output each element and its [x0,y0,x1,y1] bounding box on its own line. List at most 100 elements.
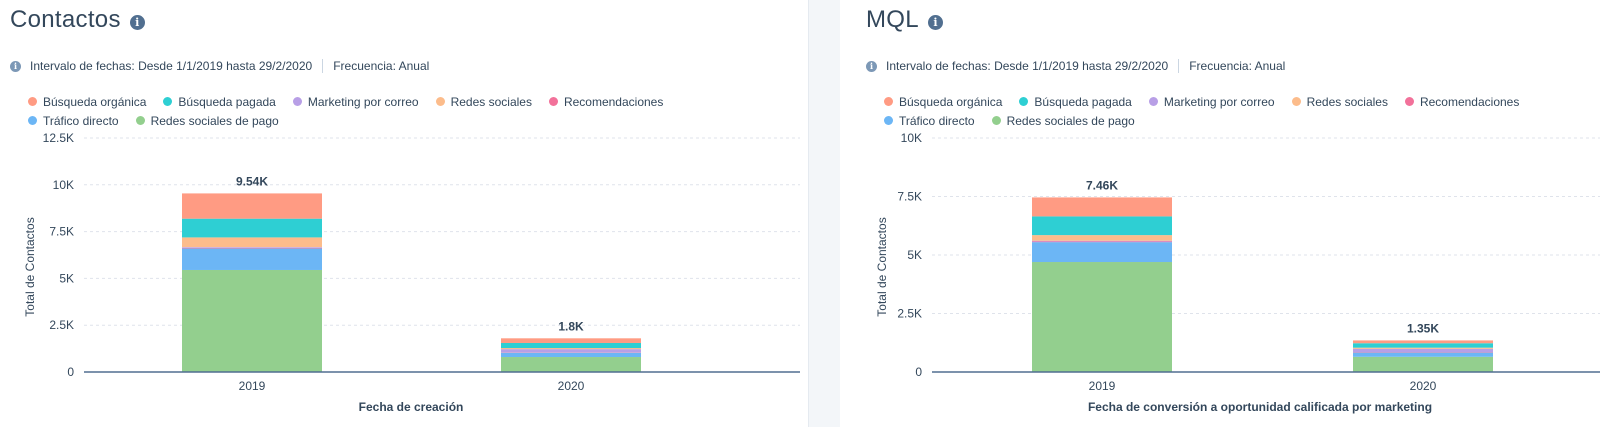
legend-item[interactable]: Búsqueda pagada [1019,94,1132,109]
y-tick-label: 5K [907,248,922,262]
legend-item[interactable]: Recomendaciones [548,94,664,109]
x-tick-label: 2020 [558,379,585,393]
legend-swatch [435,97,445,106]
x-tick-label: 2019 [239,379,266,393]
legend-row: Búsqueda orgánica Búsqueda pagada Marketin… [28,92,728,111]
legend-label: Redes sociales [450,94,532,109]
legend-label: Marketing por correo [1163,94,1275,109]
legend-swatch [1148,97,1158,106]
bar-segment [182,247,322,248]
legend-item[interactable]: Búsqueda pagada [163,94,276,109]
chart-legend: Búsqueda orgánica Búsqueda pagada Marketin… [28,92,728,130]
legend-label: Búsqueda orgánica [899,94,1003,109]
legend-swatch [884,116,893,125]
legend-label: Tráfico directo [43,113,119,128]
report-title: Contactos [10,6,121,33]
mql-report-panel: MQL i i Intervalo de fechas: Desde 1/1/2… [840,0,1600,427]
bar-total-label: 9.54K [236,174,268,188]
x-tick-label: 2020 [1410,379,1437,393]
legend-swatch [884,97,893,106]
legend-item[interactable]: Tráfico directo [28,114,119,128]
bar-segment [182,269,322,372]
y-tick-label: 0 [67,365,74,379]
legend-swatch [991,116,1001,125]
legend-item[interactable]: Recomendaciones [1404,94,1520,109]
legend-swatch [1019,97,1029,106]
bar-total-label: 1.35K [1407,321,1439,335]
legend-item[interactable]: Redes sociales de pago [991,113,1135,128]
bar-segment [501,348,641,350]
bar-segment [1032,235,1172,241]
bar-segment [1032,241,1172,243]
legend-item[interactable]: Tráfico directo [884,114,975,128]
bar-segment [182,218,322,238]
y-tick-label: 2.5K [897,307,922,321]
legend-label: Redes sociales de pago [1006,113,1135,128]
legend-item[interactable]: Redes sociales [1291,95,1388,109]
panel-divider [808,0,840,427]
bar-total-label: 1.8K [558,319,584,333]
info-icon[interactable]: i [10,60,21,72]
bar-segment [1353,343,1493,348]
bar-segment [1353,340,1493,344]
bar-segment [1032,240,1172,242]
x-axis-label: Fecha de creación [359,400,464,414]
bar-segment [501,342,641,349]
info-icon[interactable]: i [866,60,877,72]
y-tick-label: 5K [59,271,74,285]
legend-label: Búsqueda pagada [178,94,276,109]
legend-swatch [28,116,37,125]
legend-item[interactable]: Redes sociales [435,94,532,109]
stacked-bar-chart: 0 2.5K 5K 7.5K 10K 12.5K 9.54K 2019 1.8K 2020 Fech… [23,131,800,414]
bar-segment [1353,352,1493,357]
bar-segment [501,352,641,358]
report-meta: i Intervalo de fechas: Desde 1/1/2019 ha… [10,59,429,73]
y-tick-label: 10K [53,178,74,192]
bar-segment [1353,356,1493,372]
report-header: Contactos i [10,6,145,34]
chart-legend: Búsqueda orgánica Búsqueda pagada Marketin… [884,92,1584,130]
legend-row: Tráfico directo Redes sociales de pago [28,111,728,130]
contactos-report-panel: Contactos i i Intervalo de fechas: Desde… [10,6,800,414]
y-tick-label: 0 [915,365,922,379]
report-meta: i Intervalo de fechas: Desde 1/1/2019 ha… [866,59,1285,73]
bar-segment [182,248,322,270]
legend-row: Tráfico directo Redes sociales de pago [884,111,1584,130]
legend-swatch [163,97,173,106]
bar-segment [182,193,322,219]
legend-label: Recomendaciones [563,94,664,109]
meta-divider [1178,59,1180,73]
legend-swatch [292,97,302,106]
bar-segment [1032,262,1172,372]
legend-swatch [1291,97,1301,106]
bar-segment [1353,348,1493,353]
x-axis-label: Fecha de conversión a oportunidad califi… [1088,400,1432,414]
y-axis-label: Total de Contactos [23,217,37,316]
report-header: MQL i [866,6,943,34]
legend-label: Búsqueda orgánica [43,94,147,109]
bar-segment [501,349,641,353]
legend-item[interactable]: Búsqueda orgánica [28,95,146,109]
legend-label: Recomendaciones [1419,94,1520,109]
info-icon[interactable]: i [927,14,943,30]
legend-item[interactable]: Marketing por correo [292,94,419,109]
report-title: MQL [866,6,919,33]
legend-label: Búsqueda pagada [1034,94,1132,109]
legend-item[interactable]: Marketing por correo [1148,94,1275,109]
legend-swatch [1404,97,1414,106]
bar-segment [1353,347,1493,349]
stacked-bar-chart: 0 2.5K 5K 7.5K 10K 7.46K 2019 1.35K 2020 Fecha de… [875,131,1600,414]
meta-divider [322,59,324,73]
legend-row: Búsqueda orgánica Búsqueda pagada Marketin… [884,92,1584,111]
legend-item[interactable]: Búsqueda orgánica [884,95,1002,109]
bar-segment [1032,242,1172,263]
bar-segment [182,237,322,248]
legend-item[interactable]: Redes sociales de pago [135,114,279,128]
legend-label: Marketing por correo [307,94,419,109]
y-tick-label: 12.5K [43,131,74,145]
y-tick-label: 2.5K [49,318,74,332]
legend-swatch [548,97,558,106]
y-tick-label: 7.5K [49,225,74,239]
info-icon[interactable]: i [129,14,145,30]
date-range-label: Intervalo de fechas: Desde 1/1/2019 hast… [886,59,1169,73]
